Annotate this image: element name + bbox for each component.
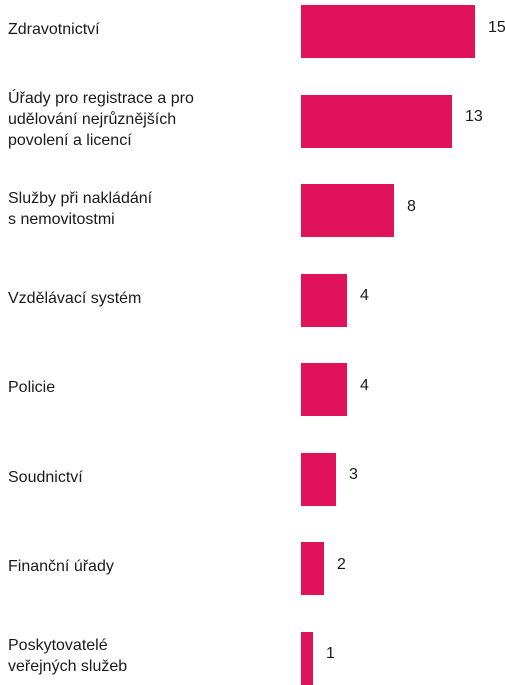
value-label: 2 xyxy=(337,556,346,573)
category-label: Policie xyxy=(8,379,56,396)
bar xyxy=(301,274,347,327)
bar xyxy=(301,5,475,58)
bar xyxy=(301,453,336,506)
category-label: Zdravotnictví xyxy=(8,21,100,38)
bar xyxy=(301,363,347,416)
value-label: 8 xyxy=(407,198,416,215)
bar xyxy=(301,184,394,237)
value-label: 3 xyxy=(349,466,358,483)
bar xyxy=(301,632,313,685)
category-label: Soudnictví xyxy=(8,469,83,486)
category-label: Finanční úřady xyxy=(8,558,114,575)
category-label: Vzdělávací systém xyxy=(8,290,142,307)
bar xyxy=(301,95,452,148)
category-label: Služby při nakládání s nemovitostmi xyxy=(8,190,153,228)
value-label: 1 xyxy=(326,645,335,662)
value-label: 4 xyxy=(360,377,369,394)
value-label: 4 xyxy=(360,287,369,304)
value-label: 15 xyxy=(488,19,505,36)
value-label: 13 xyxy=(465,108,483,125)
category-label: Úřady pro registrace a pro udělování nej… xyxy=(8,90,194,149)
category-label: Poskytovatelé veřejných služeb xyxy=(8,637,128,675)
bar xyxy=(301,542,324,595)
